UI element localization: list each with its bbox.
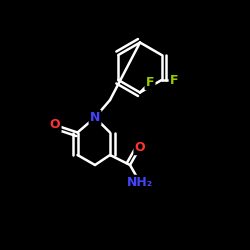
- Text: O: O: [135, 141, 145, 154]
- Text: N: N: [90, 111, 100, 124]
- Text: F: F: [146, 76, 154, 89]
- Text: O: O: [50, 118, 60, 132]
- Text: F: F: [170, 74, 178, 86]
- Text: NH₂: NH₂: [127, 176, 153, 189]
